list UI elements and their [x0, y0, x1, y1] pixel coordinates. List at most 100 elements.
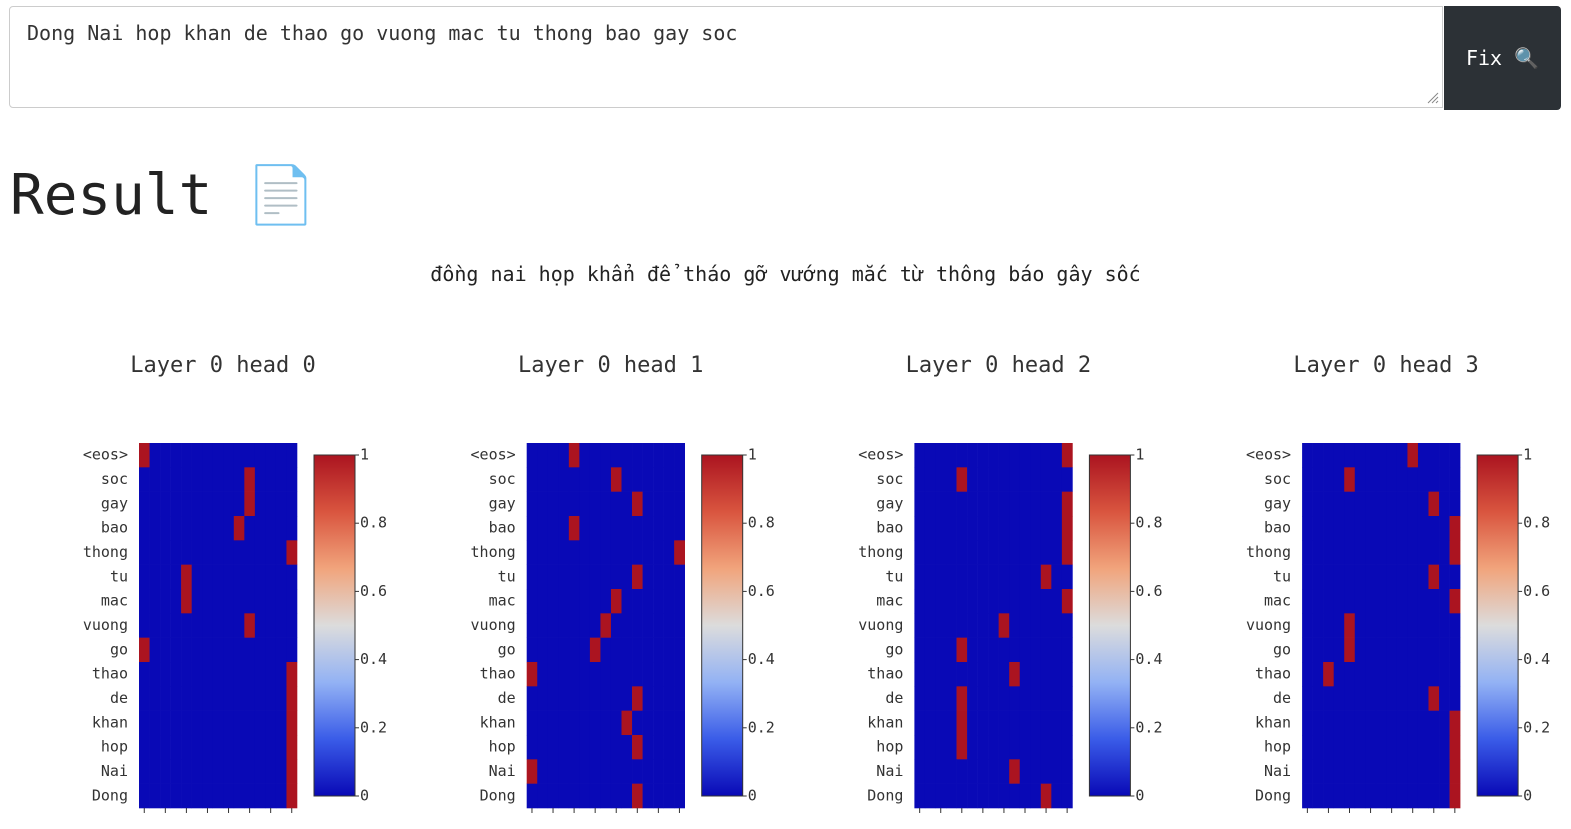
y-tick-label: thong: [1246, 543, 1291, 561]
heatmap-cell: [1407, 443, 1419, 468]
heatmap-cell: [1040, 783, 1052, 809]
heatmap-cell: [642, 759, 654, 784]
heatmap-cell: [265, 637, 277, 663]
heatmap-cell: [935, 613, 947, 638]
heatmap-cell: [244, 443, 256, 468]
heatmap-cell: [642, 783, 654, 809]
heatmap-cell: [537, 613, 549, 638]
heatmap-cell: [924, 662, 936, 687]
heatmap-cell: [1312, 686, 1324, 711]
heatmap-cell: [537, 516, 549, 541]
heatmap-cell: [988, 467, 999, 492]
heatmap-cell: [526, 662, 538, 687]
heatmap-cell: [1040, 759, 1052, 784]
heatmap-cell: [547, 686, 559, 711]
heatmap-cell: [191, 662, 203, 687]
y-tick-label: vuong: [858, 616, 903, 634]
heatmap-cell: [1354, 710, 1366, 736]
colorbar-tick-label: 0.2: [1523, 718, 1550, 736]
heatmap-cell: [568, 516, 580, 541]
heatmap-cell: [1354, 516, 1366, 541]
y-tick-label: thong: [471, 543, 516, 561]
heatmap-cell: [1407, 686, 1419, 711]
fix-button[interactable]: Fix 🔍: [1444, 6, 1561, 110]
heatmap-cell: [988, 564, 999, 590]
heatmap-cell: [1030, 783, 1042, 809]
heatmap-cell: [1009, 662, 1021, 687]
heatmap-cell: [1051, 783, 1063, 809]
heatmap-cell: [1354, 443, 1366, 468]
heatmap-cell: [935, 540, 947, 565]
y-tick-label: khan: [480, 713, 516, 731]
heatmap-cell: [537, 662, 549, 687]
heatmap-cell: [1439, 710, 1450, 736]
heatmap-cell: [568, 662, 580, 687]
heatmap-cell: [1365, 759, 1377, 784]
heatmap-cell: [1344, 710, 1356, 736]
colorbar-tick-label: 0.6: [1523, 582, 1550, 600]
heatmap-cell: [1344, 686, 1356, 711]
heatmap-cell: [946, 662, 957, 687]
heatmap-cell: [1051, 467, 1063, 492]
heatmap-cell: [1061, 710, 1073, 736]
heatmap-cell: [653, 467, 664, 492]
y-tick-label: bao: [876, 519, 903, 537]
heatmap-cell: [254, 637, 266, 663]
heatmap-cell: [600, 491, 612, 517]
heatmap-cell: [1009, 735, 1021, 760]
heatmap-cell: [149, 589, 161, 614]
text-input[interactable]: Dong Nai hop khan de thao go vuong mac t…: [9, 6, 1443, 108]
result-text: đồng nai họp khẩn để tháo gỡ vướng mắc t…: [430, 262, 1141, 286]
resize-grip[interactable]: [1425, 90, 1439, 104]
y-tick-label: Dong: [480, 786, 516, 804]
heatmap-cell: [1428, 516, 1440, 541]
heatmap-cell: [1365, 540, 1377, 565]
y-tick-label: tu: [498, 567, 516, 585]
heatmap-cell: [998, 516, 1010, 541]
heatmap-cell: [977, 613, 989, 638]
heatmap-cell: [1051, 637, 1063, 663]
heatmap-cell: [589, 637, 601, 663]
heatmap-cell: [1323, 491, 1334, 517]
heatmap-cell: [1030, 564, 1042, 590]
heatmap-cell: [967, 735, 978, 760]
heatmap-cell: [547, 589, 559, 614]
heatmap-cell: [1417, 735, 1429, 760]
heatmap-cell: [956, 589, 968, 614]
colorbar-tick-label: 0.4: [1135, 650, 1162, 668]
heatmap-cell: [244, 613, 256, 638]
heatmap-cell: [1061, 783, 1073, 809]
heatmap-cell: [254, 564, 266, 590]
heatmap-cell: [1449, 613, 1461, 638]
heatmap-cell: [275, 783, 287, 809]
heatmap-cell: [265, 686, 277, 711]
heatmap-cell: [149, 735, 161, 760]
heatmap-cell: [149, 662, 161, 687]
heatmap-cell: [170, 710, 182, 736]
heatmap-cell: [935, 783, 947, 809]
heatmap-cell: [1417, 491, 1429, 517]
heatmap-cell: [642, 516, 654, 541]
heatmap-cell: [275, 516, 287, 541]
heatmap-cell: [1040, 540, 1052, 565]
heatmap-cell: [1344, 783, 1356, 809]
heatmap-cell: [223, 564, 235, 590]
heatmap-cell: [1333, 662, 1345, 687]
heatmap-cell: [1333, 589, 1345, 614]
heatmap-cell: [946, 467, 957, 492]
y-tick-label: gay: [1264, 494, 1291, 512]
heatmap-cell: [139, 686, 150, 711]
heatmap-cell: [286, 589, 298, 614]
heatmap-cell: [935, 491, 947, 517]
heatmap-cell: [191, 637, 203, 663]
heatmap-cell: [526, 783, 538, 809]
heatmap-cell: [935, 589, 947, 614]
heatmap-cell: [1051, 589, 1063, 614]
y-tick-label: gay: [101, 494, 128, 512]
heatmap-cell: [1061, 467, 1073, 492]
heatmap-cell: [1344, 516, 1356, 541]
heatmap-cell: [170, 735, 182, 760]
heatmap-cell: [139, 443, 150, 468]
y-tick-label: <eos>: [858, 446, 903, 464]
colorbar-tick-label: 0.8: [1523, 514, 1550, 532]
